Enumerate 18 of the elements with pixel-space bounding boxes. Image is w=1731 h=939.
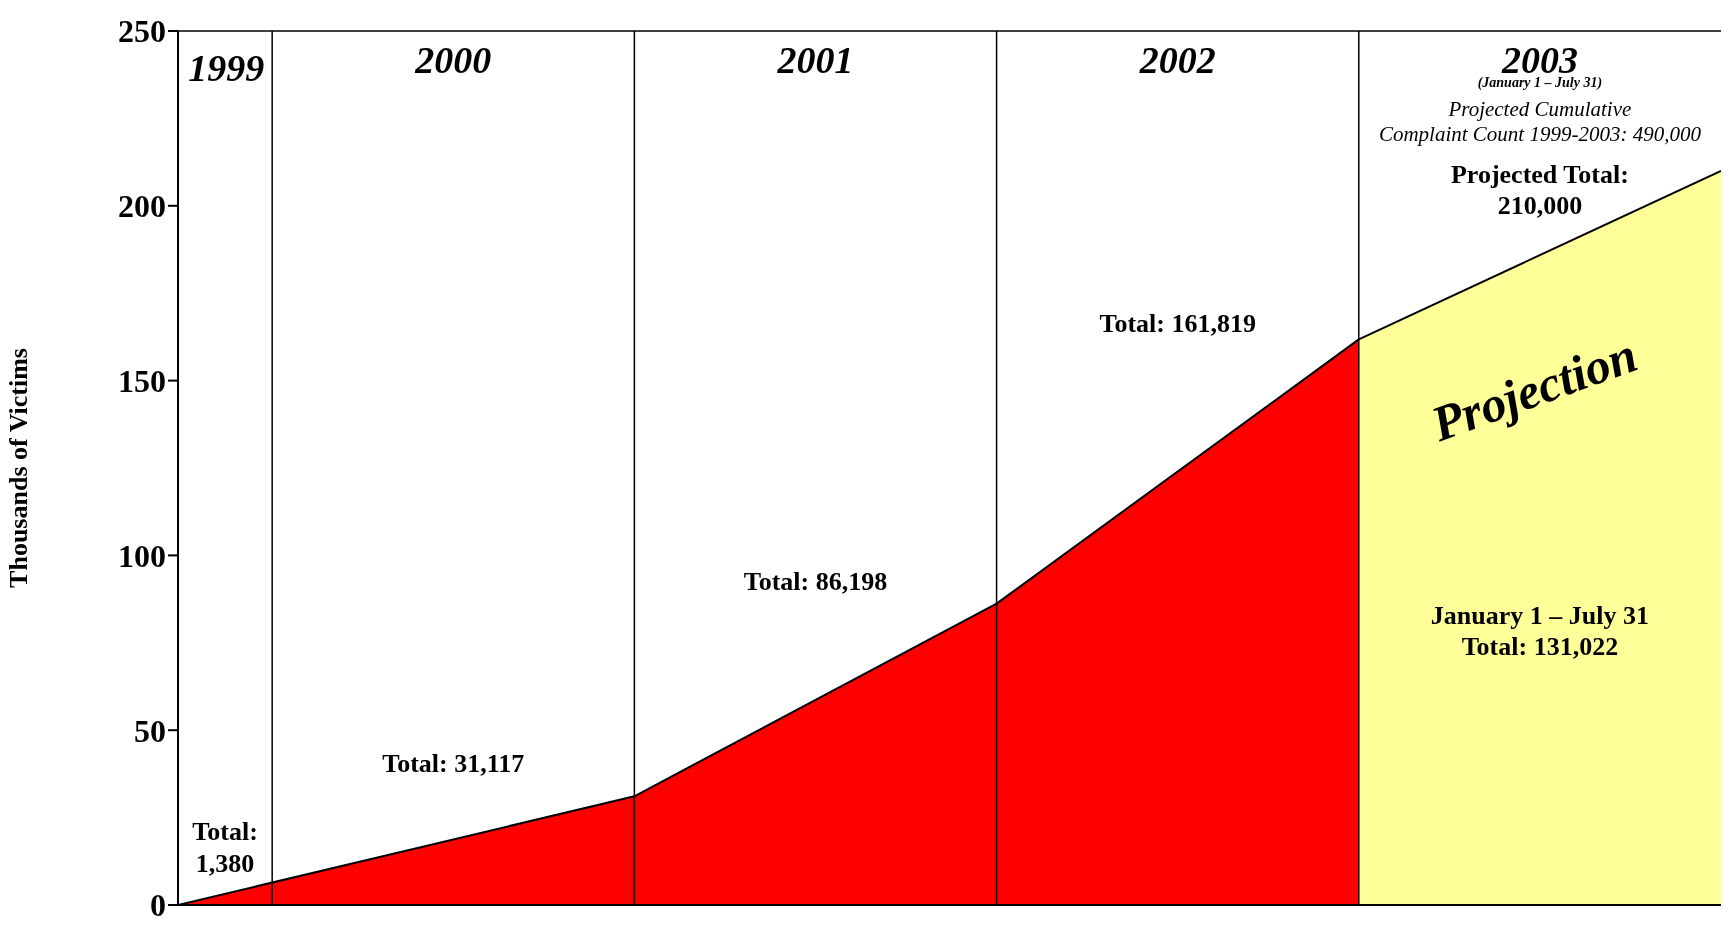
y-tick-label: 0 (150, 887, 166, 924)
annotation: Total: 1,380 (192, 817, 258, 878)
annotation: Projected Cumulative Complaint Count 1999-2003: 490,000 (1378, 97, 1702, 147)
annotation: January 1 – July 31 Total: 131,022 (1430, 600, 1649, 661)
y-tick-label: 50 (134, 712, 166, 749)
annotation: Projected Total: 210,000 (1450, 160, 1629, 221)
x-tick-label: 2000 (414, 39, 492, 81)
y-tick-label: 150 (118, 362, 166, 399)
annotation: Total: 86,198 (743, 567, 888, 597)
y-tick-label: 200 (118, 188, 166, 225)
y-axis-title: Thousands of Victims (4, 348, 34, 588)
annotation: Total: 161,819 (1099, 308, 1256, 338)
ref-line-label: 1999 (188, 47, 265, 89)
x-tick-label: 2002 (1138, 39, 1216, 81)
annotation: Total: 31,117 (382, 749, 525, 779)
x-tick-label: 2001 (776, 39, 854, 81)
y-tick-label: 250 (118, 13, 166, 50)
y-tick-label: 100 (118, 537, 166, 574)
